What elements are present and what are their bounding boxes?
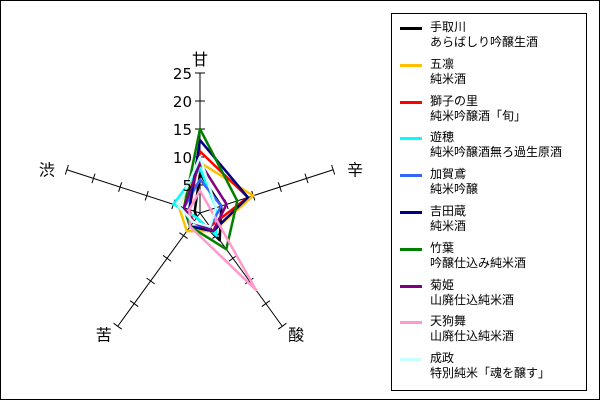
legend-entry: 五凛 純米酒 bbox=[392, 57, 588, 93]
axis-label: 甘 bbox=[192, 50, 208, 69]
legend-entry: 手取川 あらばしり吟醸生酒 bbox=[392, 20, 588, 56]
radar-tick-mark bbox=[144, 190, 149, 201]
legend-swatch bbox=[400, 321, 422, 325]
legend-entry: 天狗舞 山廃仕込純米酒 bbox=[392, 314, 588, 350]
radar-tick-mark bbox=[228, 254, 238, 262]
legend-swatch bbox=[400, 284, 422, 288]
legend-label-line2: 純米吟醸酒「旬」 bbox=[430, 108, 527, 123]
radar-tick-mark bbox=[146, 277, 155, 285]
radar-tick-mark bbox=[179, 232, 188, 239]
radar-tick-mark bbox=[277, 322, 287, 330]
radar-tick-mark bbox=[331, 164, 336, 175]
radar-series-line bbox=[188, 189, 258, 292]
radar-series-line bbox=[182, 127, 239, 251]
radar-series-line bbox=[177, 155, 218, 228]
tick-label: 5 bbox=[182, 177, 192, 195]
axis-label: 渋 bbox=[39, 161, 55, 180]
legend-label-line2: あらばしり吟醸生酒 bbox=[430, 35, 539, 49]
legend-entry: 加賀鳶 純米吟醸 bbox=[392, 167, 588, 203]
legend-label: 菊姫 山廃仕込純米酒 bbox=[430, 278, 514, 308]
legend-label-line1: 五凛 bbox=[430, 56, 455, 71]
legend-swatch bbox=[400, 358, 422, 362]
legend-label: 竹葉 吟醸仕込み純米酒 bbox=[430, 241, 526, 271]
legend-swatch bbox=[400, 63, 422, 67]
radar-tick-mark bbox=[277, 182, 282, 192]
legend-label-line1: 天狗舞 bbox=[430, 314, 467, 329]
legend-label: 手取川 あらばしり吟醸生酒 bbox=[430, 20, 538, 50]
legend-swatch bbox=[400, 137, 422, 141]
legend-label-line2: 純米吟醸 bbox=[430, 182, 479, 197]
legend-label: 加賀鳶 純米吟醸 bbox=[430, 167, 478, 197]
radar-tick-mark bbox=[245, 277, 254, 285]
radar-tick-mark bbox=[118, 182, 123, 192]
legend-entry: 遊穂 純米吟醸酒無ろ過生原酒 bbox=[392, 130, 588, 166]
axis-label: 苦 bbox=[96, 325, 112, 344]
legend-label: 五凛 純米酒 bbox=[430, 57, 466, 87]
legend-label: 遊穂 純米吟醸酒無ろ過生原酒 bbox=[430, 130, 562, 160]
legend-label-line1: 菊姫 bbox=[430, 277, 455, 292]
legend-label-line2: 吟醸仕込み純米酒 bbox=[430, 255, 527, 270]
radar-tick-mark bbox=[162, 254, 172, 262]
tick-label: 20 bbox=[173, 93, 192, 111]
radar-tick-mark bbox=[261, 300, 271, 307]
legend-label-line2: 特別純米「魂を醸す」 bbox=[430, 366, 551, 381]
legend-label-line2: 純米酒 bbox=[430, 219, 467, 233]
legend-label: 獅子の里 純米吟醸酒「旬」 bbox=[430, 94, 526, 124]
radar-axes bbox=[64, 72, 336, 330]
radar-tick-mark bbox=[129, 300, 139, 307]
legend-label: 吉田蔵 純米酒 bbox=[430, 204, 466, 234]
legend-label-line2: 純米吟醸酒無ろ過生原酒 bbox=[430, 145, 563, 160]
legend-label-line1: 竹葉 bbox=[430, 240, 455, 255]
legend: 手取川 あらばしり吟醸生酒 五凛 純米酒 獅子の里 純米吟醸酒「旬」 遊穂 純米吟醸酒無ろ過生… bbox=[391, 13, 587, 391]
legend-label-line1: 遊穂 bbox=[430, 130, 455, 145]
legend-swatch bbox=[400, 174, 422, 178]
legend-entry: 菊姫 山廃仕込純米酒 bbox=[392, 278, 588, 314]
tick-label: 15 bbox=[173, 121, 192, 139]
radar-series-line bbox=[182, 161, 228, 233]
legend-swatch bbox=[400, 211, 422, 214]
radar-tick-mark bbox=[91, 173, 96, 184]
radar-tick-mark bbox=[64, 164, 69, 175]
axis-label: 酸 bbox=[288, 325, 304, 344]
legend-swatch bbox=[400, 27, 422, 30]
legend-entry: 獅子の里 純米吟醸酒「旬」 bbox=[392, 94, 588, 130]
tick-label: 10 bbox=[173, 149, 192, 167]
legend-entry: 吉田蔵 純米酒 bbox=[392, 204, 588, 240]
legend-label-line1: 成政 bbox=[430, 351, 455, 366]
legend-label-line1: 獅子の里 bbox=[430, 93, 479, 108]
radar-tick-mark bbox=[304, 173, 309, 184]
legend-label: 成政 特別純米「魂を醸す」 bbox=[430, 351, 550, 381]
tick-label: 25 bbox=[173, 65, 192, 83]
legend-label-line2: 山廃仕込純米酒 bbox=[430, 329, 515, 344]
legend-label-line2: 純米酒 bbox=[430, 71, 467, 86]
legend-label-line1: 手取川 bbox=[430, 20, 467, 34]
legend-label-line2: 山廃仕込純米酒 bbox=[430, 292, 515, 307]
axis-label: 辛 bbox=[347, 161, 363, 180]
legend-entry: 成政 特別純米「魂を醸す」 bbox=[392, 351, 588, 387]
radar-series-line bbox=[188, 138, 250, 233]
legend-label: 天狗舞 山廃仕込純米酒 bbox=[430, 314, 514, 344]
legend-label-line1: 吉田蔵 bbox=[430, 204, 467, 218]
legend-swatch bbox=[400, 247, 422, 251]
radar-series bbox=[172, 127, 258, 292]
legend-entry: 竹葉 吟醸仕込み純米酒 bbox=[392, 241, 588, 277]
radar-tick-mark bbox=[113, 322, 123, 330]
legend-swatch bbox=[400, 100, 422, 104]
legend-label-line1: 加賀鳶 bbox=[430, 167, 467, 182]
